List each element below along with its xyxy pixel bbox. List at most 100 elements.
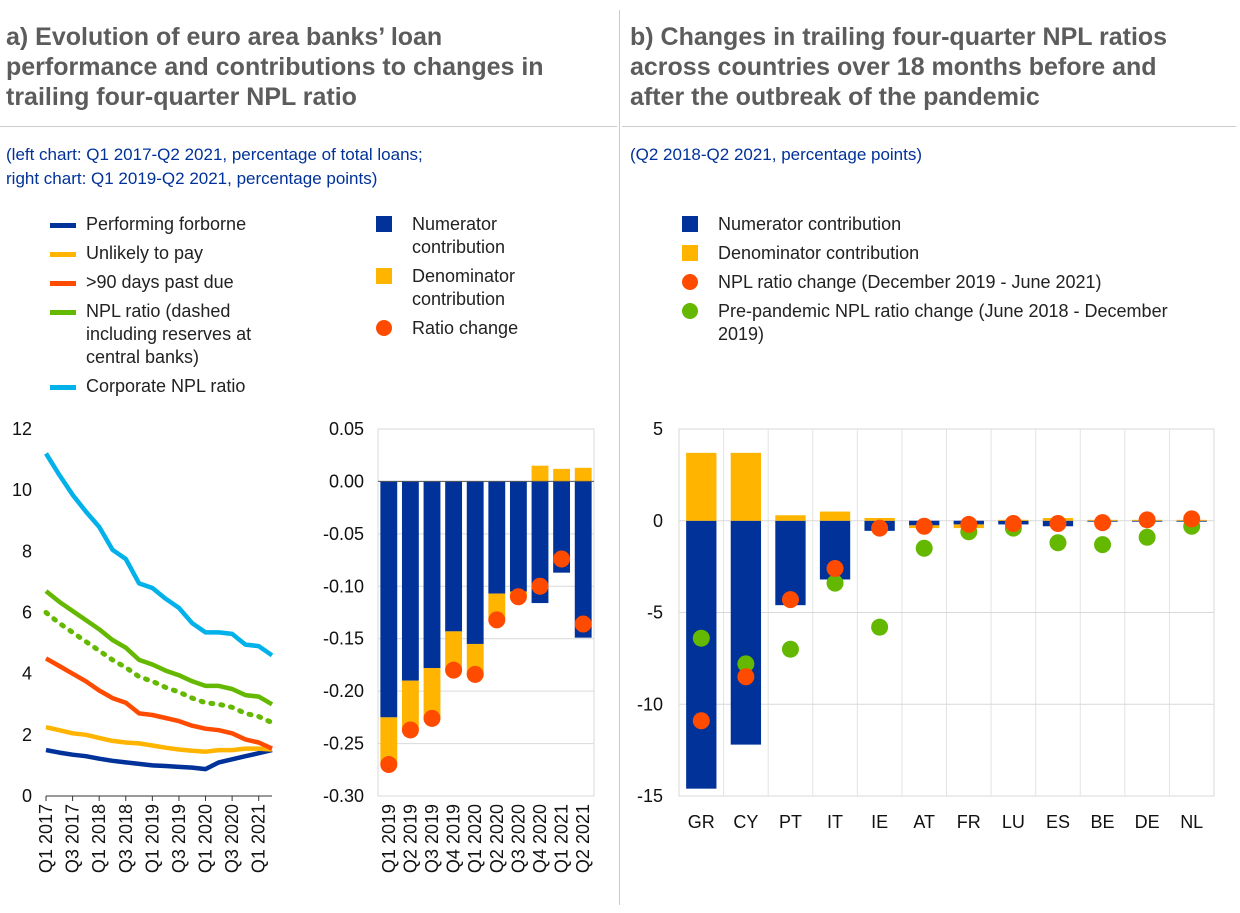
y-tick-label: 6	[22, 603, 32, 623]
x-tick-label: IT	[827, 812, 843, 832]
title-divider-right	[622, 126, 1236, 127]
y-tick-label: 0	[22, 786, 32, 806]
npl-ratio-change-dot	[1049, 515, 1067, 533]
npl-ratio-change-dot	[960, 515, 978, 533]
legend-item-numerator: Numerator contribution	[682, 213, 1238, 236]
y-tick-label: -10	[637, 694, 663, 714]
square-swatch-icon	[376, 216, 392, 232]
panel-divider	[619, 10, 620, 905]
x-tick-label: Q2 2020	[487, 804, 507, 873]
numerator-bar	[730, 520, 762, 745]
numerator-bar	[488, 481, 506, 594]
y-tick-label: 8	[22, 541, 32, 561]
x-tick-label: Q1 2020	[465, 804, 485, 873]
npl-line-chart: 0 2 4 6 8 10 12 Q1 2017 Q3 2017 Q1 2018 Q3 2018 Q1 …	[12, 419, 275, 873]
denominator-bar	[819, 511, 851, 521]
country-npl-change-chart: 5 0 -5 -10 -15 GR CY PT IT IE AT FR LU ES BE DE NL	[637, 419, 1215, 832]
legend-item-performing-forborne: Performing forborne	[50, 213, 305, 236]
legend-item-unlikely-to-pay: Unlikely to pay	[50, 242, 305, 265]
ratio-change-dot	[574, 615, 592, 633]
line-swatch-icon	[50, 310, 76, 315]
legend-item-ratio-change: Ratio change	[376, 317, 616, 340]
x-tick-label: NL	[1180, 812, 1203, 832]
x-tick-label: Q1 2017	[36, 804, 56, 873]
x-tick-label: Q1 2021	[552, 804, 572, 873]
line-swatch-icon	[50, 385, 76, 390]
x-tick-label: Q3 2020	[508, 804, 528, 873]
y-tick-label: -0.05	[323, 524, 364, 544]
numerator-bar	[466, 481, 484, 644]
denominator-bar	[730, 452, 762, 521]
npl-ratio-change-dot	[692, 712, 710, 730]
x-tick-label: Q3 2020	[222, 804, 242, 873]
pre-pandemic-change-dot	[1138, 528, 1156, 546]
line-swatch-icon	[50, 223, 76, 228]
legend-item-numerator: Numerator contribution	[376, 213, 616, 259]
x-tick-label: Q2 2021	[573, 804, 593, 873]
denominator-bar	[553, 468, 571, 482]
y-tick-label: 10	[12, 480, 32, 500]
numerator-bar	[401, 481, 419, 681]
denominator-bar	[423, 668, 441, 719]
dot-swatch-icon	[682, 303, 698, 319]
npl-ratio-change-dot	[826, 559, 844, 577]
legend-country-chart: Numerator contribution Denominator contr…	[682, 213, 1238, 352]
x-tick-label: LU	[1002, 812, 1025, 832]
x-tick-label: PT	[779, 812, 802, 832]
panel-a-subtitle: (left chart: Q1 2017-Q2 2021, percentage…	[6, 145, 423, 188]
x-tick-label: Q2 2019	[400, 804, 420, 873]
line-swatch-icon	[50, 281, 76, 286]
panel-a-title: a) Evolution of euro area banks’ loan pe…	[6, 23, 544, 111]
pre-pandemic-change-dot	[692, 629, 710, 647]
npl-ratio-change-dot	[1094, 514, 1112, 532]
ratio-change-dot	[380, 756, 398, 774]
ratio-change-dot	[445, 661, 463, 679]
pre-pandemic-change-dot	[737, 655, 755, 673]
x-tick-label: BE	[1091, 812, 1115, 832]
x-tick-label: Q1 2018	[89, 804, 109, 873]
legend-item-denominator: Denominator contribution	[682, 242, 1238, 265]
series-line-4	[43, 610, 275, 726]
ratio-change-dot	[488, 611, 506, 629]
y-tick-label: 12	[12, 419, 32, 439]
npl-ratio-change-dot	[915, 517, 933, 535]
numerator-bar	[553, 481, 571, 573]
denominator-bar	[380, 717, 398, 765]
legend-bar-chart: Numerator contribution Denominator contr…	[376, 213, 616, 346]
y-tick-label: -0.15	[323, 629, 364, 649]
npl-ratio-change-dot	[737, 668, 755, 686]
y-tick-label: 4	[22, 664, 32, 684]
legend-item-npl-ratio: NPL ratio (dashed including reserves at …	[50, 300, 305, 369]
x-tick-label: Q1 2019	[142, 804, 162, 873]
numerator-bar	[686, 520, 717, 789]
denominator-bar	[864, 517, 895, 521]
series-line-0	[45, 747, 273, 772]
y-tick-label: 2	[22, 725, 32, 745]
numerator-bar	[574, 481, 592, 638]
pre-pandemic-change-dot	[781, 640, 799, 658]
x-tick-label: IE	[871, 812, 888, 832]
x-tick-label: Q3 2018	[116, 804, 136, 873]
numerator-bar	[423, 481, 441, 669]
x-tick-label: Q4 2019	[444, 804, 464, 873]
y-tick-label: -0.30	[323, 786, 364, 806]
series-line-3	[44, 589, 274, 707]
legend-item-npl-ratio-change: NPL ratio change (December 2019 - June 2…	[682, 271, 1238, 294]
pre-pandemic-change-dot	[1094, 536, 1112, 554]
legend-item-pre-pandemic-change: Pre-pandemic NPL ratio change (June 2018…	[682, 300, 1238, 346]
npl-ratio-change-dot	[781, 591, 799, 609]
x-tick-label: CY	[733, 812, 758, 832]
x-tick-label: Q1 2020	[196, 804, 216, 873]
numerator-bar	[445, 481, 463, 632]
denominator-bar	[574, 467, 592, 482]
npl-ratio-change-dot	[1138, 511, 1156, 529]
x-tick-label: Q1 2019	[379, 804, 399, 873]
legend-line-chart: Performing forborne Unlikely to pay >90 …	[50, 213, 305, 404]
square-swatch-icon	[376, 268, 392, 284]
series-line-2	[44, 656, 273, 751]
y-tick-label: 0.05	[329, 419, 364, 439]
dot-swatch-icon	[682, 274, 698, 290]
legend-item-corporate-npl: Corporate NPL ratio	[50, 375, 305, 398]
plot-frame	[377, 428, 595, 797]
x-tick-label: Q1 2021	[249, 804, 269, 873]
